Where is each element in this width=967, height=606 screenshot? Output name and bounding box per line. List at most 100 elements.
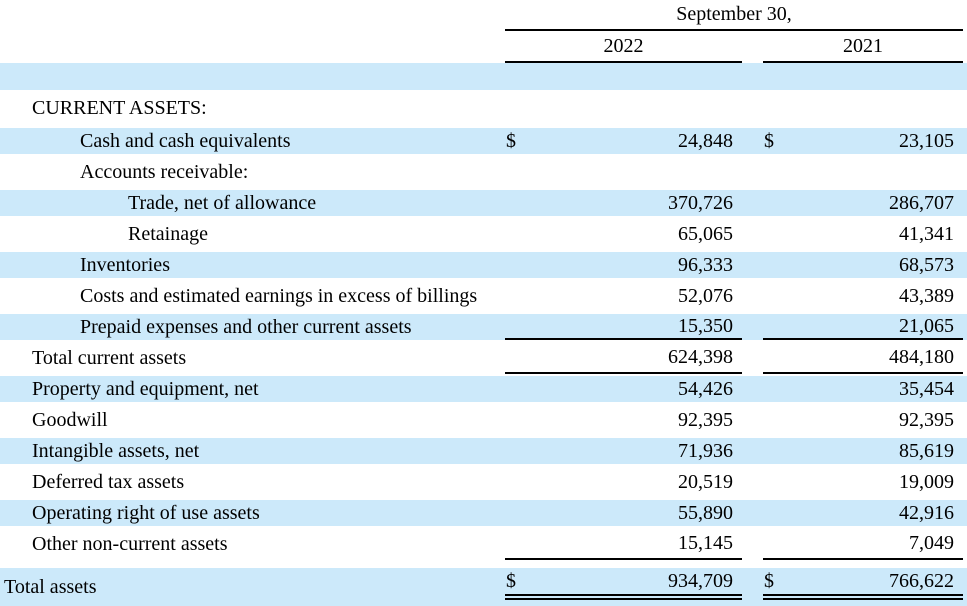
amount-group-2021: 21,065 [763, 314, 963, 340]
row-label: Property and equipment, net [32, 377, 259, 400]
column-gap [742, 438, 763, 464]
table-row: Accounts receivable: [0, 157, 967, 188]
row-label: Intangible assets, net [32, 439, 200, 462]
amount-2022: 24,848 [678, 129, 733, 152]
amount-group-2022: 52,076 [505, 281, 742, 312]
dollar-sign: $ [764, 129, 774, 152]
table-row: Property and equipment, net 54,426 35,454 [0, 374, 967, 405]
amount-group-2022: $934,709 [505, 568, 742, 600]
row-label: Total assets [4, 575, 97, 598]
amount-group-2021: $766,622 [763, 568, 963, 600]
dollar-sign: $ [506, 129, 516, 152]
amount-2021: 41,341 [899, 223, 954, 245]
amount-group-2021: 19,009 [763, 467, 963, 498]
table-row: Goodwill 92,395 92,395 [0, 405, 967, 436]
amount-group-2022 [505, 90, 742, 126]
amount-group-2022: 65,065 [505, 219, 742, 250]
amount-group-2022: 15,350 [505, 314, 742, 340]
amount-2021: 21,065 [899, 314, 954, 337]
row-label: Cash and cash equivalents [80, 129, 291, 152]
column-gap [742, 500, 763, 526]
table-body: CURRENT ASSETS: Cash and cash equivalents… [0, 90, 967, 606]
amount-2021: 19,009 [899, 471, 954, 493]
amount-group-2022: 71,936 [505, 438, 742, 464]
amount-2021: 42,916 [899, 501, 954, 524]
header-year-row: 2022 2021 [0, 31, 967, 63]
amount-group-2022 [505, 157, 742, 188]
amount-group-2022: 54,426 [505, 376, 742, 402]
amount-2021: 286,707 [889, 191, 954, 214]
dollar-sign: $ [506, 569, 516, 592]
amount-2021: 85,619 [899, 439, 954, 462]
column-gap [742, 128, 763, 154]
amount-2021: 35,454 [899, 377, 954, 400]
row-label: Goodwill [32, 409, 108, 431]
table-row: Total assets $934,709 $766,622 [0, 560, 967, 606]
amount-group-2021: 85,619 [763, 438, 963, 464]
amount-2021: 92,395 [899, 409, 954, 431]
row-label: Inventories [80, 253, 170, 276]
row-label: Operating right of use assets [32, 501, 260, 524]
amount-2022: 92,395 [678, 409, 733, 431]
row-label: Deferred tax assets [32, 471, 185, 493]
amount-group-2021 [763, 90, 963, 126]
year-2022-label: 2022 [603, 34, 644, 57]
amount-group-2021: 484,180 [763, 343, 963, 374]
amount-2021: 766,622 [889, 569, 954, 592]
amount-group-2021: 35,454 [763, 376, 963, 402]
amount-group-2022: 92,395 [505, 405, 742, 436]
column-gap [742, 157, 763, 188]
header-year-2022: 2022 [505, 31, 742, 63]
year-2021-label: 2021 [843, 34, 883, 57]
amount-group-2021: 7,049 [763, 529, 963, 560]
amount-2022: 52,076 [678, 285, 733, 307]
table-row: Trade, net of allowance 370,726 286,707 [0, 188, 967, 219]
column-gap [742, 343, 763, 374]
amount-2022: 15,145 [678, 532, 733, 554]
row-label: Costs and estimated earnings in excess o… [80, 285, 478, 307]
column-gap [742, 31, 763, 63]
table-row: Prepaid expenses and other current asset… [0, 312, 967, 343]
amount-2021: 7,049 [909, 532, 954, 554]
amount-2022: 54,426 [678, 377, 733, 400]
table-row: Costs and estimated earnings in excess o… [0, 281, 967, 312]
amount-2021: 484,180 [889, 346, 954, 368]
row-label: Total current assets [32, 347, 187, 369]
header-year-2021: 2021 [763, 31, 963, 63]
column-gap [742, 376, 763, 402]
amount-2022: 934,709 [668, 569, 733, 592]
amount-2022: 55,890 [678, 501, 733, 524]
header-label-spacer [0, 31, 505, 63]
amount-2021: 68,573 [899, 253, 954, 276]
header-date-cell: September 30, [505, 0, 963, 31]
column-gap [742, 281, 763, 312]
dollar-sign: $ [764, 569, 774, 592]
amount-2021: 43,389 [899, 285, 954, 307]
amount-group-2022: 96,333 [505, 252, 742, 278]
amount-2022: 624,398 [668, 346, 733, 368]
table-row: Deferred tax assets 20,519 19,009 [0, 467, 967, 498]
table-row: Total current assets 624,398 484,180 [0, 343, 967, 374]
amount-2022: 20,519 [678, 471, 733, 493]
amount-group-2021 [763, 157, 963, 188]
amount-group-2022: $24,848 [505, 128, 742, 154]
header-date-label: September 30, [676, 3, 792, 25]
header-label-spacer [0, 0, 505, 31]
column-gap [742, 405, 763, 436]
amount-2022: 15,350 [678, 314, 733, 337]
amount-group-2022: 370,726 [505, 190, 742, 216]
table-row: Cash and cash equivalents $24,848 $23,105 [0, 126, 967, 157]
table-row: Inventories 96,333 68,573 [0, 250, 967, 281]
column-gap [742, 219, 763, 250]
amount-2022: 96,333 [678, 253, 733, 276]
table-row: CURRENT ASSETS: [0, 90, 967, 126]
amount-2022: 65,065 [678, 223, 733, 245]
amount-group-2021: 42,916 [763, 500, 963, 526]
amount-group-2021: 43,389 [763, 281, 963, 312]
column-gap [742, 252, 763, 278]
column-gap [742, 190, 763, 216]
amount-group-2021: 41,341 [763, 219, 963, 250]
highlight-band [0, 63, 967, 90]
amount-group-2021: 92,395 [763, 405, 963, 436]
